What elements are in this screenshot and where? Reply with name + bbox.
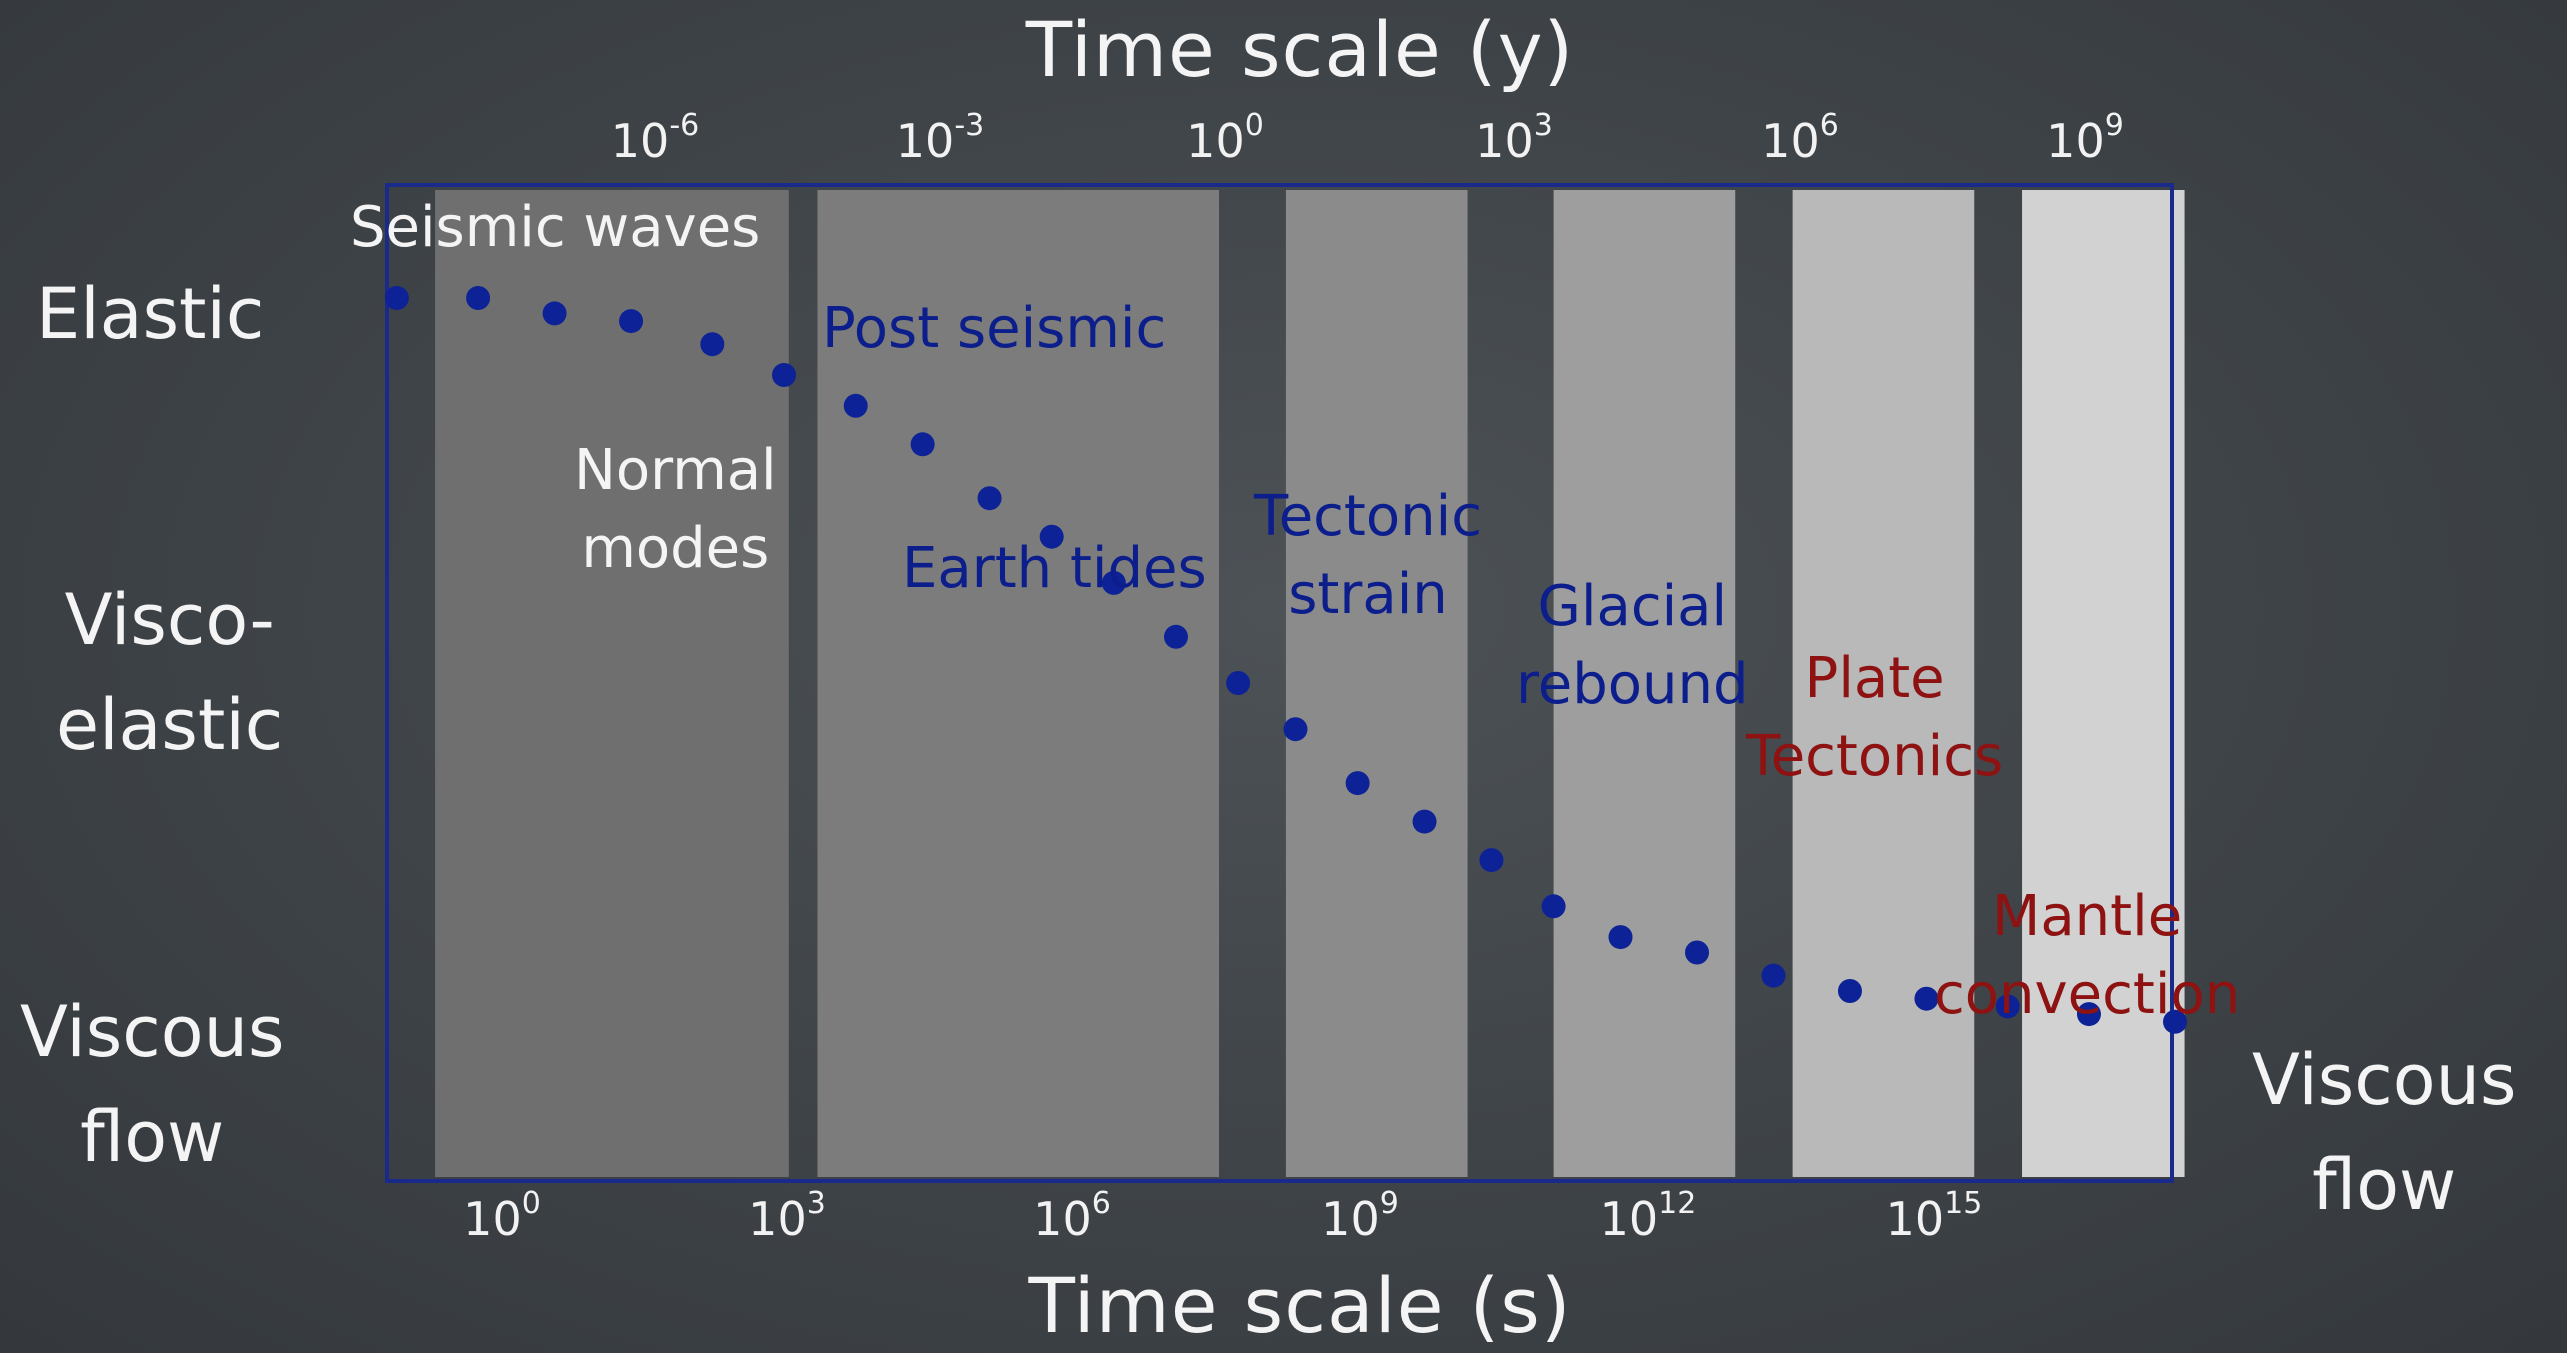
data-point (1837, 979, 1862, 1003)
data-point (1541, 894, 1566, 919)
bottom-tick: 100 (463, 1186, 541, 1246)
timescale-band (817, 190, 1219, 1177)
data-point (1479, 848, 1504, 873)
data-point (910, 432, 935, 457)
annotation-glacial-rebound: Glacial rebound (1516, 574, 1749, 718)
data-point (1039, 524, 1064, 549)
data-point (619, 309, 644, 334)
timescale-bands (435, 190, 2185, 1177)
data-point (1914, 986, 1939, 1011)
annotation-normal-modes: Normal modes (574, 438, 777, 582)
top-tick: 106 (1761, 108, 1839, 168)
top-tick: 10-6 (610, 108, 700, 168)
plot-frame (385, 183, 2174, 1183)
data-point (977, 486, 1002, 511)
annotation-seismic-waves: Seismic waves (350, 195, 761, 260)
timescale-band (435, 190, 789, 1177)
data-point (1995, 994, 2020, 1019)
data-point (843, 393, 868, 418)
bottom-axis-title: Time scale (s) (1028, 1261, 1572, 1350)
data-point (1163, 624, 1188, 649)
timescale-band (1553, 190, 1736, 1177)
annotation-post-seismic: Post seismic (822, 296, 1167, 361)
label-viscous-flow-left: Viscous flow (20, 991, 285, 1178)
rheology-points (384, 286, 2187, 1034)
data-point (1412, 809, 1437, 834)
annotation-tectonic-strain: Tectonic strain (1254, 484, 1482, 628)
annotation-earth-tides: Earth tides (902, 536, 1207, 601)
top-tick: 10-3 (895, 108, 985, 168)
data-point (1608, 925, 1633, 950)
timescale-band (2022, 190, 2185, 1177)
data-point (700, 332, 725, 357)
label-elastic: Elastic (36, 273, 265, 355)
data-point (2163, 1009, 2187, 1034)
top-tick: 100 (1186, 108, 1264, 168)
data-point (542, 301, 567, 326)
data-point (772, 363, 797, 387)
label-visco-elastic: Visco-elastic (56, 579, 284, 766)
timescale-band (1285, 190, 1468, 1177)
top-axis-title: Time scale (y) (1025, 5, 1575, 94)
data-point (1101, 570, 1126, 595)
bottom-tick: 1015 (1885, 1186, 1983, 1246)
data-point (1283, 717, 1308, 742)
data-point (1345, 771, 1370, 796)
annotation-mantle-convection: Mantle convection (1934, 884, 2241, 1028)
timescale-band (1792, 190, 1975, 1177)
annotation-plate-tectonics: Plate Tectonics (1746, 646, 2004, 790)
data-point (384, 286, 409, 310)
top-tick: 109 (2046, 108, 2124, 168)
data-point (1226, 671, 1251, 695)
data-point (1761, 963, 1786, 988)
label-viscous-flow-right: Viscous flow (2252, 1039, 2517, 1226)
data-point (466, 286, 491, 310)
bottom-tick: 106 (1033, 1186, 1111, 1246)
bottom-tick: 1012 (1599, 1186, 1697, 1246)
top-tick: 103 (1475, 108, 1553, 168)
bottom-tick: 103 (748, 1186, 826, 1246)
data-point (1685, 940, 1709, 965)
data-point (2076, 1002, 2101, 1027)
bottom-tick: 109 (1321, 1186, 1399, 1246)
